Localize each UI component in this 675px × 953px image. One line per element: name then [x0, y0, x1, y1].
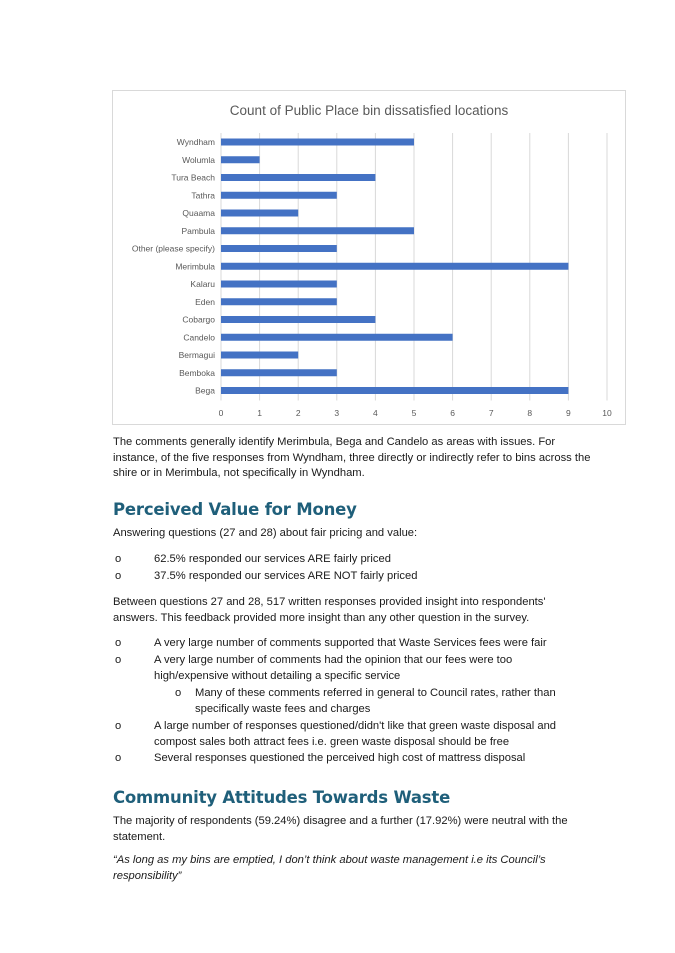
category-label: Wyndham [177, 137, 215, 147]
bar-tathra [221, 191, 337, 199]
category-label: Bermagui [179, 350, 215, 360]
bar-bemboka [221, 369, 337, 377]
category-label: Tura Beach [171, 173, 215, 183]
bar-pambula [221, 227, 414, 235]
bullet-marker: o [115, 637, 122, 649]
x-tick-label: 7 [489, 408, 494, 418]
heading-community-attitudes: Community Attitudes Towards Waste [113, 788, 451, 807]
x-tick-label: 9 [566, 408, 571, 418]
bullet-marker: o [115, 570, 122, 582]
category-label: Bemboka [179, 368, 215, 378]
category-label: Other (please specify) [132, 244, 215, 254]
x-tick-label: 5 [412, 408, 417, 418]
list-item: o A large number of responses questioned… [115, 719, 575, 751]
bar-wyndham [221, 138, 414, 146]
x-tick-label: 1 [257, 408, 262, 418]
bar-merimbula [221, 262, 569, 270]
bar-chart: Count of Public Place bin dissatisfied l… [112, 90, 626, 425]
category-label: Bega [195, 386, 215, 396]
survey-statement-quote: “As long as my bins are emptied, I don’t… [113, 854, 546, 882]
bullet-text: A very large number of comments had the … [154, 654, 513, 682]
bar-tura-beach [221, 174, 376, 181]
bullet-text: 37.5% responded our services ARE NOT fai… [154, 570, 418, 582]
bar-eden [221, 298, 337, 306]
pricing-lead: Answering questions (27 and 28) about fa… [113, 527, 418, 539]
category-label: Candelo [183, 332, 215, 342]
heading-value-for-money: Perceived Value for Money [113, 500, 357, 519]
category-label: Quaama [182, 208, 215, 218]
x-tick-label: 3 [334, 408, 339, 418]
chart-title: Count of Public Place bin dissatisfied l… [230, 103, 509, 118]
bar-quaama [221, 209, 299, 217]
chart-svg: Count of Public Place bin dissatisfied l… [132, 103, 612, 418]
bar-candelo [221, 333, 453, 341]
category-label: Tathra [191, 190, 215, 200]
bullet-marker: o [175, 687, 182, 699]
bullet-text: 62.5% responded our services ARE fairly … [154, 553, 391, 565]
bullet-marker: o [115, 553, 122, 565]
x-tick-label: 4 [373, 408, 378, 418]
intro-paragraph: The comments generally identify Merimbul… [113, 436, 591, 479]
bullet-marker: o [115, 654, 122, 666]
bullet-text: A large number of responses questioned/d… [154, 720, 557, 748]
bullet-marker: o [115, 720, 122, 732]
category-label: Kalaru [190, 279, 215, 289]
category-label: Wolumla [182, 155, 215, 165]
bullet-text: Many of these comments referred in gener… [195, 687, 556, 715]
x-tick-label: 10 [602, 408, 612, 418]
x-tick-label: 8 [527, 408, 532, 418]
list-item: o A very large number of comments suppor… [115, 636, 575, 652]
list-item: o Several responses questioned the perce… [115, 751, 575, 767]
list-item: o A very large number of comments had th… [115, 653, 575, 685]
x-tick-label: 6 [450, 408, 455, 418]
list-item: o 62.5% responded our services ARE fairl… [115, 552, 575, 568]
bullet-text: Several responses questioned the perceiv… [154, 752, 526, 764]
bar-kalaru [221, 280, 337, 288]
category-label: Pambula [181, 226, 215, 236]
bar-other-please-specify- [221, 245, 337, 252]
bullet-text: A very large number of comments supporte… [154, 637, 547, 649]
bar-bermagui [221, 351, 299, 359]
feedback-paragraph: Between questions 27 and 28, 517 written… [113, 596, 546, 624]
x-tick-label: 2 [296, 408, 301, 418]
bullet-marker: o [115, 752, 122, 764]
bar-cobargo [221, 316, 376, 323]
category-label: Eden [195, 297, 215, 307]
bar-wolumla [221, 156, 260, 164]
list-item: o 37.5% responded our services ARE NOT f… [115, 569, 575, 585]
category-label: Cobargo [182, 315, 215, 325]
bar-bega [221, 387, 569, 394]
category-label: Merimbula [175, 261, 215, 271]
sub-list-item: o Many of these comments referred in gen… [175, 686, 585, 718]
attitudes-paragraph: The majority of respondents (59.24%) dis… [113, 815, 568, 843]
x-tick-label: 0 [219, 408, 224, 418]
